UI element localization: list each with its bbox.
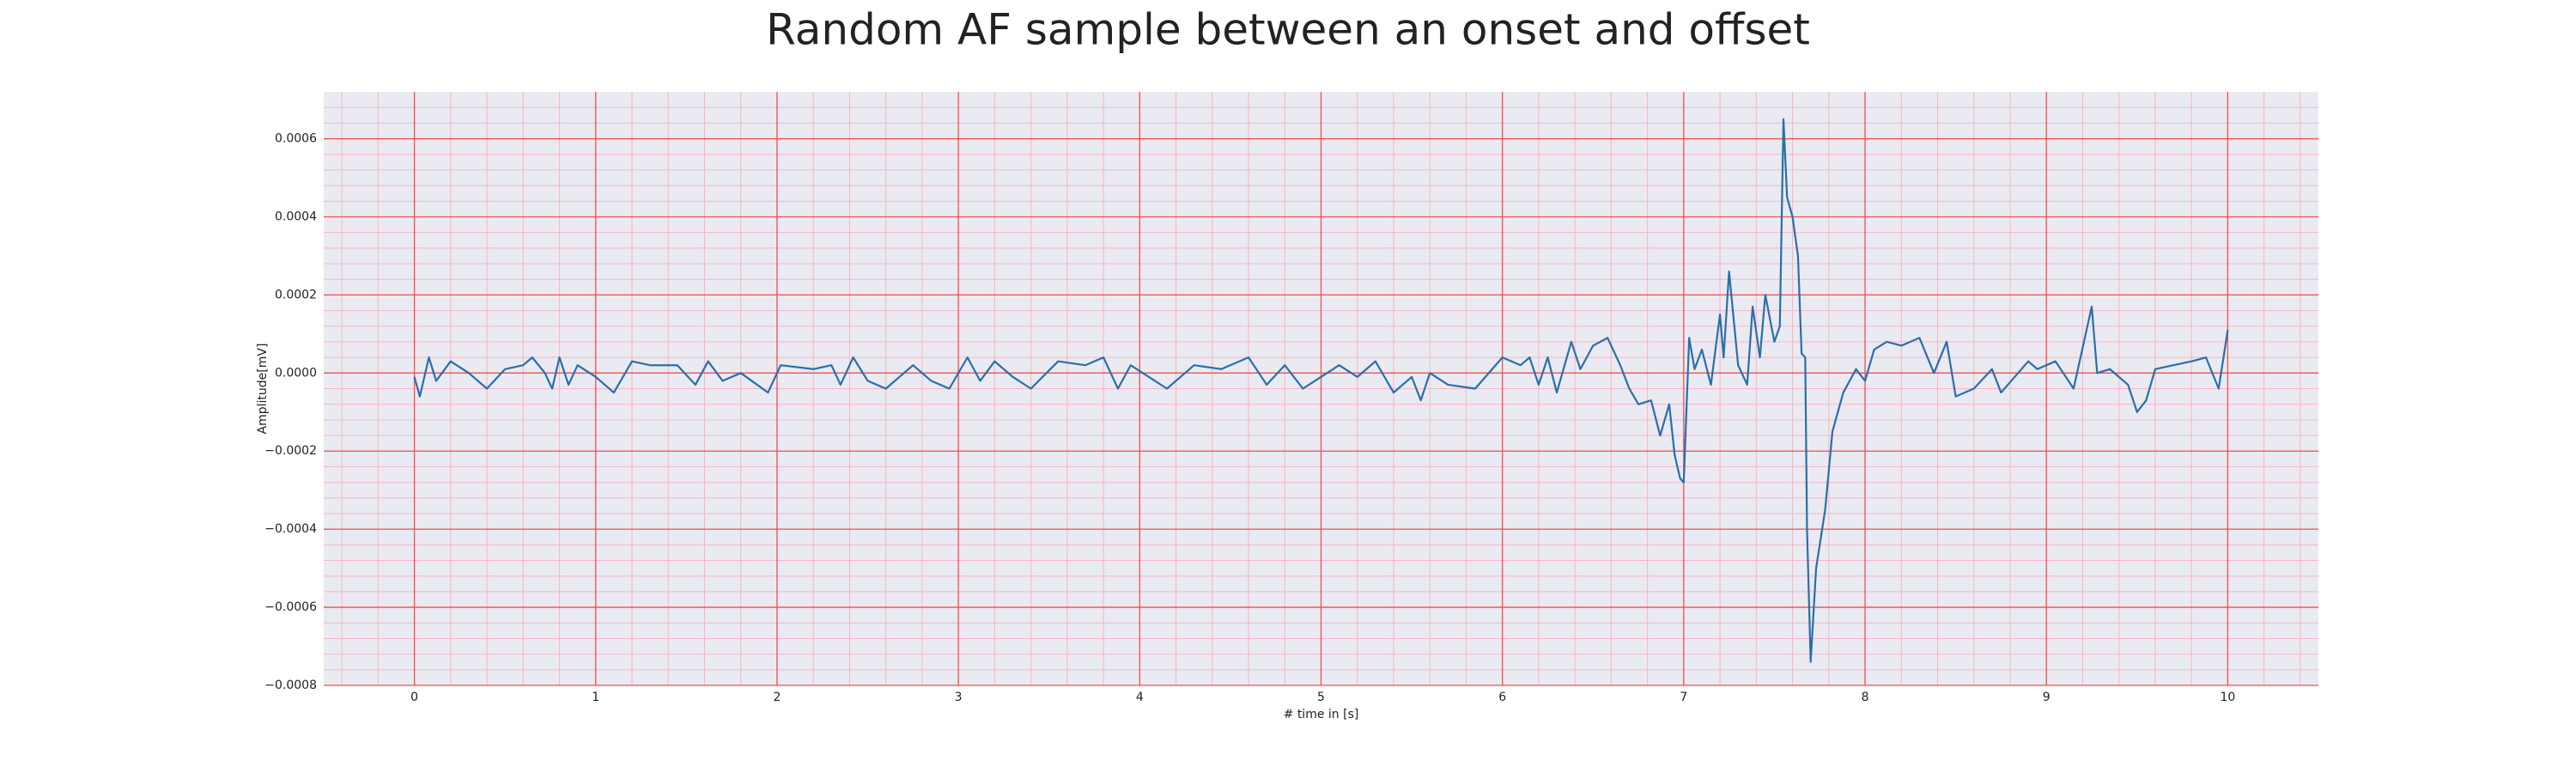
x-tick-label: 3 xyxy=(955,691,963,704)
x-tick-label: 1 xyxy=(592,691,599,704)
x-tick-label: 2 xyxy=(773,691,781,704)
x-tick-label: 10 xyxy=(2220,691,2235,704)
x-tick-label: 0 xyxy=(410,691,418,704)
x-tick-label: 8 xyxy=(1862,691,1869,704)
x-tick-label: 9 xyxy=(2043,691,2050,704)
x-tick-label: 5 xyxy=(1317,691,1325,704)
y-tick-label: −0.0006 xyxy=(264,600,317,614)
x-tick-label: 7 xyxy=(1680,691,1687,704)
x-axis-label: # time in [s] xyxy=(1284,708,1359,721)
y-tick-label: 0.0004 xyxy=(275,210,317,223)
signal-line xyxy=(413,118,2229,663)
y-tick-label: −0.0002 xyxy=(264,444,317,458)
y-tick-label: 0.0002 xyxy=(275,288,317,301)
chart-title: Random AF sample between an onset and of… xyxy=(766,5,1810,55)
x-tick-label: 6 xyxy=(1498,691,1506,704)
y-tick-label: 0.0006 xyxy=(275,132,317,146)
y-tick-label: −0.0004 xyxy=(264,522,317,536)
y-axis-label: Amplitude[mV] xyxy=(256,344,270,435)
y-tick-label: 0.0000 xyxy=(275,366,317,380)
x-tick-label: 4 xyxy=(1136,691,1144,704)
y-tick-label: −0.0008 xyxy=(264,679,317,692)
